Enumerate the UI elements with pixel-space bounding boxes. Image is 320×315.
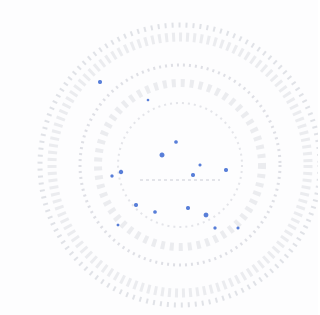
speck xyxy=(110,174,113,177)
speck xyxy=(199,164,202,167)
speck xyxy=(237,227,240,230)
background xyxy=(0,0,318,315)
speck xyxy=(119,170,123,174)
speck xyxy=(191,173,195,177)
stamp-image xyxy=(0,0,318,315)
speck xyxy=(213,226,216,229)
speck xyxy=(117,224,120,227)
speck xyxy=(174,140,178,144)
speck xyxy=(224,168,228,172)
speck xyxy=(98,80,102,84)
speck xyxy=(160,153,165,158)
speck xyxy=(186,206,190,210)
speck xyxy=(134,203,138,207)
speck xyxy=(147,99,150,102)
page xyxy=(0,0,318,315)
speck xyxy=(204,213,209,218)
speck xyxy=(153,210,157,214)
